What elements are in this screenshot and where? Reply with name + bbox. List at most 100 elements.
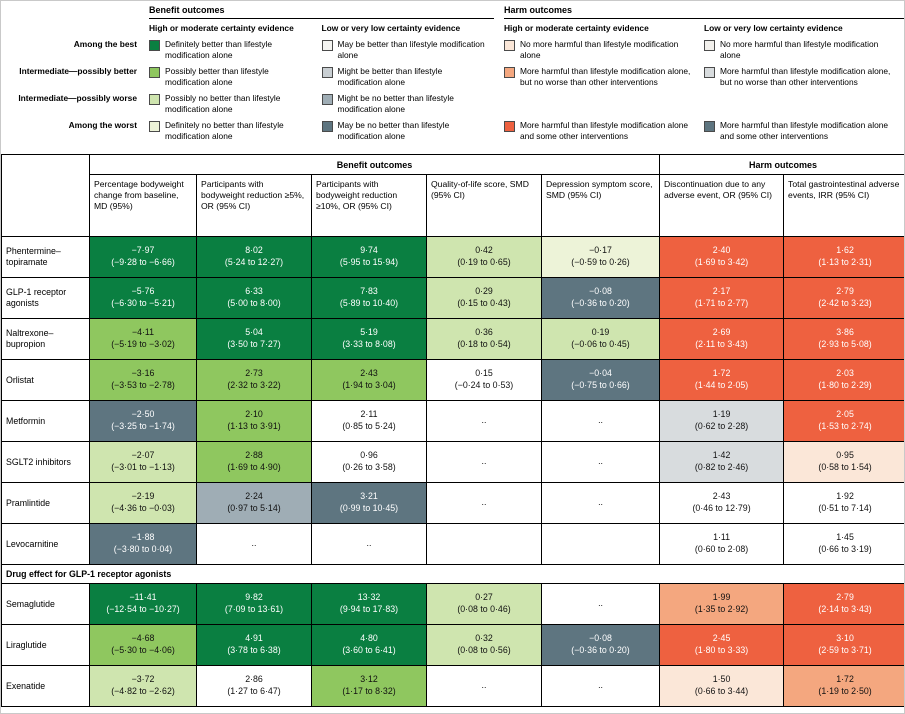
cell-value: 1·19 <box>712 409 731 420</box>
legend-item-label: More harmful than lifestyle modification… <box>720 66 891 87</box>
data-cell: −1·88 (−3·80 to 0·04) <box>89 523 197 565</box>
legend-swatch <box>504 121 515 132</box>
legend-item: No more harmful than lifestyle modificat… <box>504 39 696 66</box>
cell-ci: (−3·01 to −1·13) <box>111 462 175 472</box>
cell-ci: (3·50 to 7·27) <box>227 339 281 349</box>
legend-swatch <box>704 121 715 132</box>
cell-value: 0·32 <box>475 633 493 644</box>
cell-value: 2·43 <box>360 368 378 379</box>
cell-ci: (−5·19 to −3·02) <box>111 339 175 349</box>
cell-ci: (−0·59 to 0·26) <box>571 257 630 267</box>
data-cell: .. <box>426 441 542 483</box>
legend-column: High or moderate certainty evidence Defin… <box>149 23 322 147</box>
cell-value: 2·17 <box>712 286 731 297</box>
data-cell: 0·27 (0·08 to 0·46) <box>426 583 542 625</box>
legend-swatch <box>321 121 333 132</box>
legend-item-label: More harmful than lifestyle modification… <box>720 120 889 141</box>
corner-cell <box>1 154 90 237</box>
cell-ci: (1·13 to 3·91) <box>227 421 281 431</box>
cell-ci: (−5·30 to −4·06) <box>111 645 175 655</box>
legend-row-label: Intermediate—possibly worse <box>18 93 137 103</box>
data-cell: 2·43 (0·46 to 12·79) <box>659 482 785 524</box>
legend-item: More harmful than lifestyle modification… <box>704 120 896 147</box>
cell-ci: (−3·80 to 0·04) <box>113 544 173 554</box>
cell-value: .. <box>251 538 257 549</box>
cell-value: −3·16 <box>131 368 155 379</box>
data-cell: 2·45 (1·80 to 3·33) <box>659 624 785 666</box>
data-cell: 0·19 (−0·06 to 0·45) <box>540 318 661 360</box>
cell-ci: (1·80 to 2·29) <box>818 380 872 390</box>
column-header: Participants with bodyweight reduction ≥… <box>196 174 312 237</box>
cell-value: .. <box>481 456 487 467</box>
cell-ci: (1·17 to 8·32) <box>342 686 396 696</box>
cell-value: 1·62 <box>836 245 854 256</box>
cell-value: −0·08 <box>589 633 612 644</box>
data-cell: 0·15 (−0·24 to 0·53) <box>426 359 542 401</box>
legend-swatch <box>704 67 715 78</box>
cell-value: 3·12 <box>360 674 378 685</box>
data-cell <box>540 523 661 565</box>
data-cell: 2·17 (1·71 to 2·77) <box>659 277 785 319</box>
cell-value: 13·32 <box>357 592 381 603</box>
cell-value: 2·10 <box>245 409 263 420</box>
legend-swatch <box>321 40 333 51</box>
cell-value: 2·03 <box>836 368 854 379</box>
cell-ci: (−0·36 to 0·20) <box>571 298 630 308</box>
benefit-legend-columns: High or moderate certainty evidence Defin… <box>149 23 494 147</box>
data-cell: −3·72 (−4·82 to −2·62) <box>89 665 197 707</box>
data-cell: 2·05 (1·53 to 2·74) <box>783 400 904 442</box>
data-cell: 0·96 (0·26 to 3·58) <box>311 441 427 483</box>
cell-ci: (1·94 to 3·04) <box>342 380 396 390</box>
legend-item: Might be better than lifestyle modificat… <box>321 66 487 93</box>
cell-value: −2·19 <box>131 491 155 502</box>
legend-swatch <box>149 40 160 51</box>
data-cell: 1·72 (1·44 to 2·05) <box>659 359 785 401</box>
cell-value: 2·45 <box>712 633 731 644</box>
data-cell: 2·79 (2·14 to 3·43) <box>783 583 904 625</box>
data-cell: 9·82 (7·09 to 13·61) <box>196 583 312 625</box>
cell-ci: (1·69 to 4·90) <box>227 462 281 472</box>
data-cell: −2·19 (−4·36 to −0·03) <box>89 482 197 524</box>
data-cell: 1·42 (0·82 to 2·46) <box>659 441 785 483</box>
cell-value: 2·69 <box>712 327 731 338</box>
legend-item-label: No more harmful than lifestyle modificat… <box>720 39 879 60</box>
data-cell: −0·04 (−0·75 to 0·66) <box>540 359 661 401</box>
table-row: Semaglutide −11·41 (−12·54 to −10·27) 9·82(… <box>1 583 904 625</box>
legend-row-label: Intermediate—possibly better <box>19 66 137 76</box>
data-cell: 2·88 (1·69 to 4·90) <box>196 441 312 483</box>
cell-ci: (3·78 to 6·38) <box>227 645 281 655</box>
cell-ci: (5·89 to 10·40) <box>339 298 399 308</box>
cell-ci: (1·19 to 2·50) <box>818 686 872 696</box>
cell-value: .. <box>598 415 603 426</box>
data-cell: −4·11 (−5·19 to −3·02) <box>89 318 197 360</box>
column-header: Depression symptom score, SMD (95% CI) <box>540 174 661 237</box>
table-row: Pramlintide −2·19 (−4·36 to −0·03) 2·24 (0·9… <box>1 482 904 524</box>
cell-ci: (1·35 to 2·92) <box>694 604 749 614</box>
cell-value: 0·19 <box>591 327 610 338</box>
cell-ci: (2·93 to 5·08) <box>818 339 872 349</box>
cell-value: 0·15 <box>475 368 493 379</box>
legend-item: No more harmful than lifestyle modificat… <box>704 39 896 66</box>
legend-column: Low or very low certainty evidence May be… <box>321 23 495 147</box>
data-cell: 1·92 (0·51 to 7·14) <box>783 482 904 524</box>
cell-value: 2·40 <box>712 245 731 256</box>
cell-ci: (0·18 to 0·54) <box>457 339 511 349</box>
data-cell: 1·50 (0·66 to 3·44) <box>659 665 785 707</box>
legend-swatch <box>704 40 715 51</box>
cell-value: 1·42 <box>712 450 731 461</box>
data-cell: −7·97 (−9·28 to −6·66) <box>89 236 197 278</box>
cell-value: 1·92 <box>836 491 854 502</box>
data-cell <box>426 523 542 565</box>
cell-value: 8·02 <box>245 245 263 256</box>
data-cell: 0·32 (0·08 to 0·56) <box>426 624 542 666</box>
cell-ci: (0·99 to 10·45) <box>339 503 399 513</box>
data-cell: 1·62 (1·13 to 2·31) <box>783 236 904 278</box>
cell-value: 2·43 <box>712 491 731 502</box>
legend-column: High or moderate certainty evidence No mo… <box>504 23 704 147</box>
cell-value: 7·83 <box>360 286 378 297</box>
cell-ci: (−3·53 to −2·78) <box>111 380 175 390</box>
drug-name-cell: Exenatide <box>1 665 90 707</box>
legend-item-label: Possibly no better than lifestyle modifi… <box>165 93 281 114</box>
cell-ci: (3·33 to 8·08) <box>342 339 396 349</box>
